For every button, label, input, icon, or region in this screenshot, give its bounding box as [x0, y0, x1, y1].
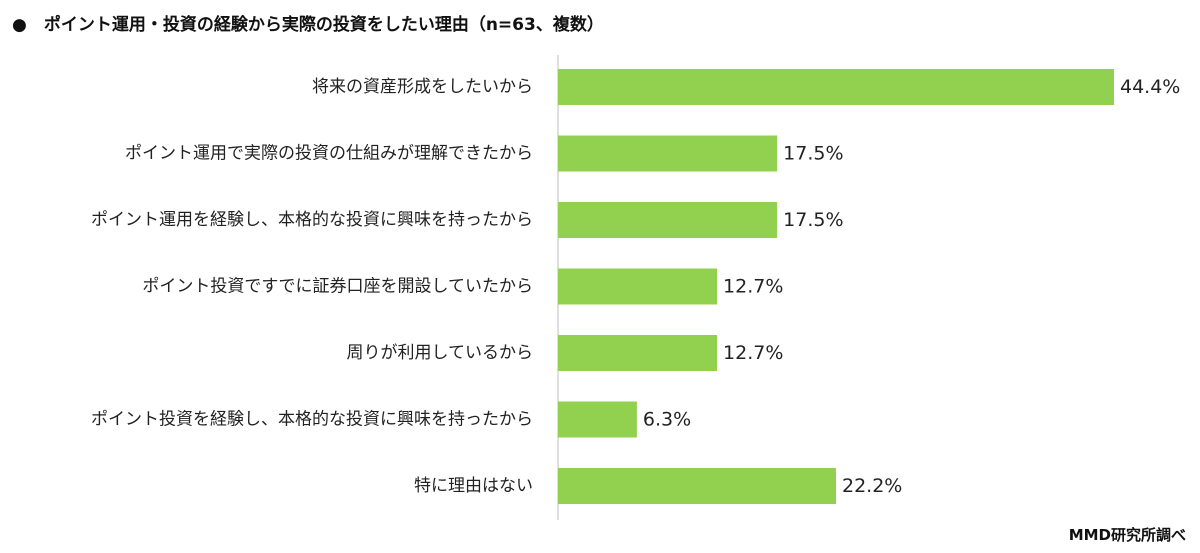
bar [558, 268, 718, 305]
value-label: 6.3% [643, 409, 691, 431]
value-label: 12.7% [723, 276, 783, 298]
category-label: 特に理由はない [414, 476, 533, 496]
value-label: 17.5% [783, 143, 843, 165]
bar [558, 202, 778, 238]
bar [558, 401, 637, 438]
category-label: ポイント運用で実際の投資の仕組みが理解できたから [125, 144, 533, 164]
value-label: 22.2% [842, 475, 902, 497]
chart-title: ● ポイント運用・投資の経験から実際の投資をしたい理由（n=63、複数） [12, 15, 604, 35]
value-label: 44.4% [1120, 76, 1180, 98]
bar [558, 335, 718, 371]
bar [558, 135, 778, 172]
category-label: 周りが利用しているから [347, 343, 534, 363]
bar [558, 69, 1114, 105]
bar [558, 468, 836, 504]
source-credit: MMD研究所調べ [1068, 526, 1186, 544]
category-label: ポイント投資を経験し、本格的な投資に興味を持ったから [91, 410, 533, 430]
value-label: 17.5% [783, 209, 843, 231]
value-label: 12.7% [723, 342, 783, 364]
category-label: ポイント投資ですでに証券口座を開設していたから [142, 277, 533, 297]
category-label: 将来の資産形成をしたいから [312, 77, 533, 97]
category-label: ポイント運用を経験し、本格的な投資に興味を持ったから [91, 210, 533, 230]
